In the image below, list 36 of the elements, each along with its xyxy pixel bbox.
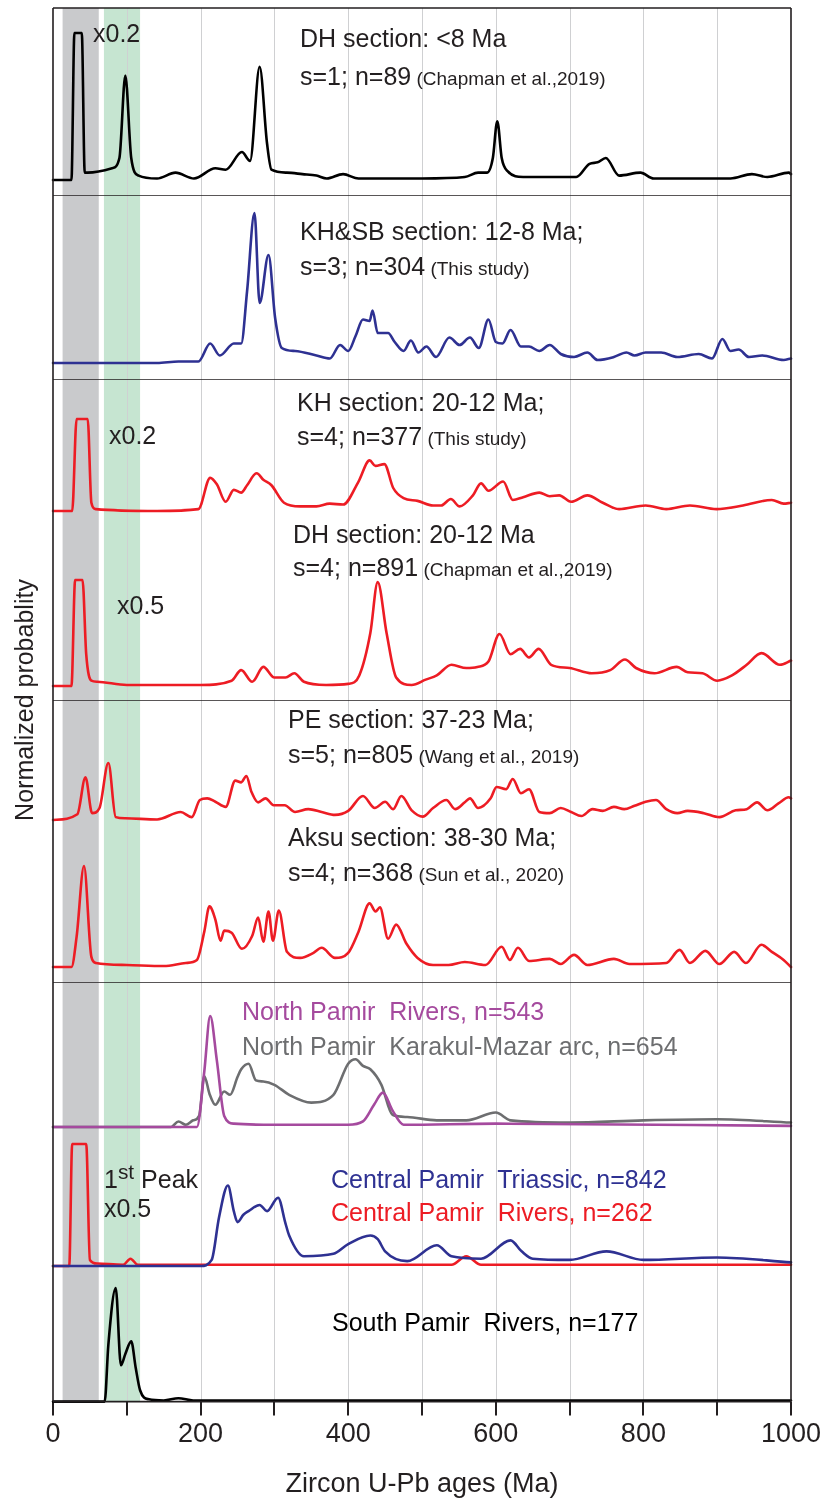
annotation: 1$^{st}$ Peak bbox=[104, 1159, 199, 1194]
text: s=1; n=89 bbox=[300, 61, 412, 90]
annotation: x0.5 bbox=[104, 1193, 152, 1222]
x-tick-label: 400 bbox=[325, 1418, 371, 1449]
series-label: Central Pamir Rivers, n=262 bbox=[331, 1197, 653, 1226]
annotation: x0.5 bbox=[117, 590, 165, 619]
chart-subtitle: s=4; n=377 bbox=[297, 421, 423, 450]
chart-subtitle: s=4; n=891 bbox=[293, 552, 419, 581]
annotation: x0.2 bbox=[93, 18, 141, 47]
text: Central Pamir Triassic, n=842 bbox=[331, 1164, 667, 1193]
annotation: x0.2 bbox=[109, 420, 157, 449]
chart-title: KH&SB section: 12-8 Ma; bbox=[300, 216, 584, 245]
series-label: North Pamir Karakul-Mazar arc, n=654 bbox=[242, 1031, 678, 1060]
annotation: (Sun et al., 2020) bbox=[417, 863, 565, 885]
y-axis-title: Normalized probablity bbox=[9, 579, 38, 821]
x-tick-label: 1000 bbox=[760, 1418, 822, 1449]
chart-subtitle: s=4; n=368 bbox=[288, 857, 414, 886]
series-label: North Pamir Rivers, n=543 bbox=[242, 996, 545, 1025]
x-tick-label: 0 bbox=[45, 1418, 61, 1449]
chart-title: KH section: 20-12 Ma; bbox=[297, 387, 545, 416]
chart-subtitle: s=5; n=805 bbox=[288, 739, 414, 768]
annotation: (Wang et al., 2019) bbox=[417, 745, 580, 767]
text: South Pamir Rivers, n=177 bbox=[332, 1307, 639, 1336]
annotation: (This study) bbox=[426, 427, 527, 449]
chart-title: DH section: <8 Ma bbox=[300, 23, 507, 52]
annotation: (Chapman et al.,2019) bbox=[415, 67, 606, 89]
x-tick-label: 800 bbox=[620, 1418, 666, 1449]
chart-title: Aksu section: 38-30 Ma; bbox=[288, 822, 557, 851]
x-axis-title: Zircon U-Pb ages (Ma) bbox=[285, 1468, 559, 1499]
text: s=3; n=304 bbox=[300, 251, 426, 280]
x-tick-label: 600 bbox=[473, 1418, 519, 1449]
chart-title: DH section: 20-12 Ma bbox=[293, 519, 535, 548]
x-tick-label: 200 bbox=[178, 1418, 224, 1449]
text: (Chapman et al.,2019) bbox=[422, 558, 613, 580]
chart-title: PE section: 37-23 Ma; bbox=[288, 704, 534, 733]
annotation: (This study) bbox=[429, 257, 530, 279]
